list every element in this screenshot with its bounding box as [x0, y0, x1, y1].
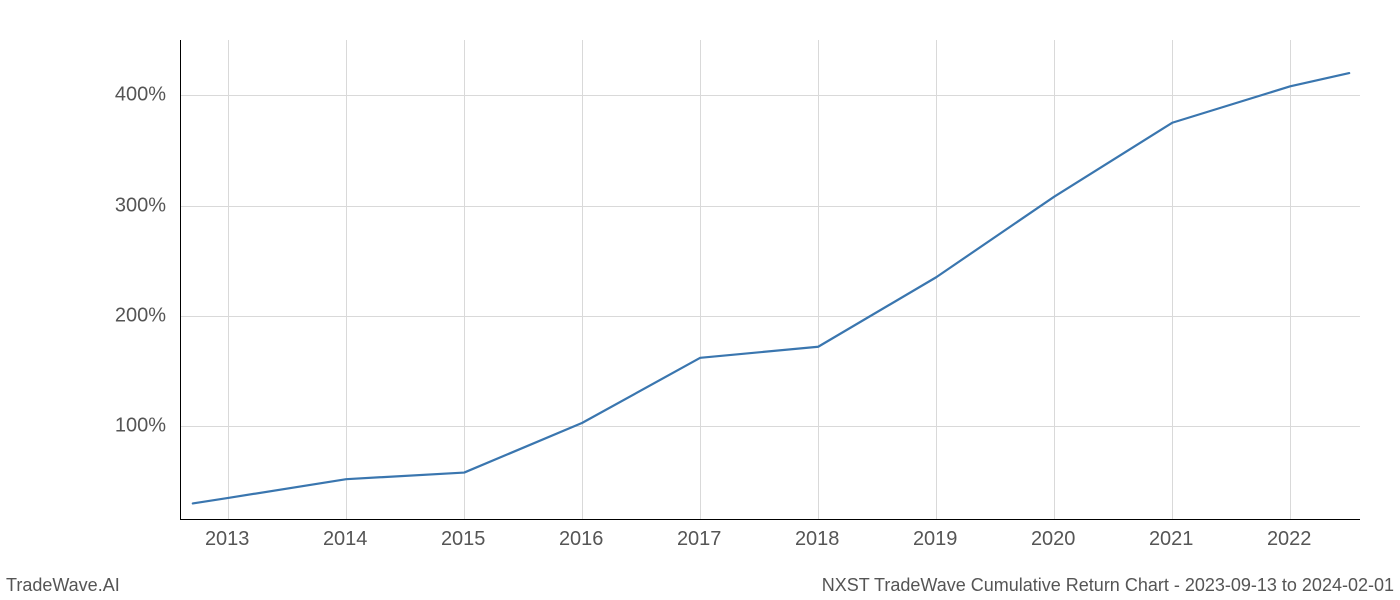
- footer-right-text: NXST TradeWave Cumulative Return Chart -…: [822, 575, 1394, 596]
- x-tick-label: 2016: [559, 528, 604, 551]
- x-tick-label: 2022: [1267, 528, 1312, 551]
- x-tick-label: 2018: [795, 528, 840, 551]
- x-tick-label: 2017: [677, 528, 722, 551]
- return-line: [193, 73, 1349, 503]
- chart-container: TradeWave.AI NXST TradeWave Cumulative R…: [0, 0, 1400, 600]
- y-tick-label: 200%: [0, 304, 166, 327]
- x-tick-label: 2021: [1149, 528, 1194, 551]
- line-series-svg: [181, 40, 1361, 520]
- x-tick-label: 2020: [1031, 528, 1076, 551]
- x-tick-label: 2015: [441, 528, 486, 551]
- y-tick-label: 300%: [0, 194, 166, 217]
- footer-left-text: TradeWave.AI: [6, 575, 120, 596]
- x-tick-label: 2019: [913, 528, 958, 551]
- y-tick-label: 400%: [0, 84, 166, 107]
- x-tick-label: 2013: [205, 528, 250, 551]
- x-tick-label: 2014: [323, 528, 368, 551]
- y-tick-label: 100%: [0, 415, 166, 438]
- plot-area: [180, 40, 1360, 520]
